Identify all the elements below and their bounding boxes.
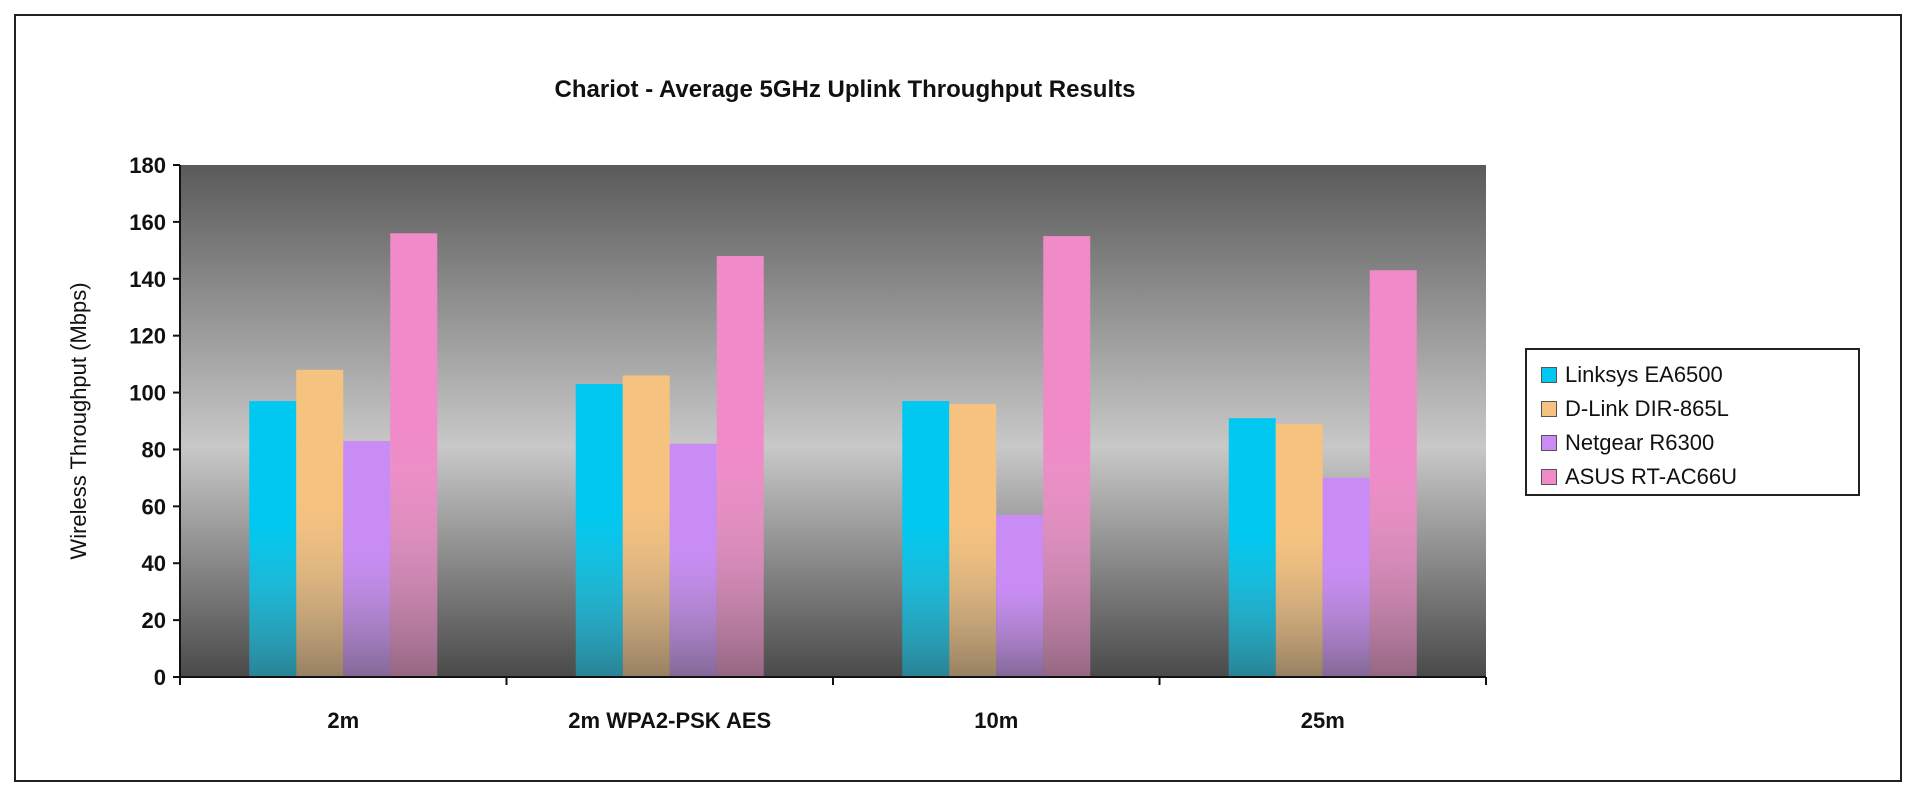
x-category-label: 2m WPA2-PSK AES — [568, 708, 771, 733]
y-tick-label: 120 — [129, 324, 166, 349]
y-tick-label: 0 — [154, 665, 166, 690]
y-tick-label: 160 — [129, 210, 166, 235]
legend-swatch — [1541, 435, 1557, 451]
y-tick-label: 40 — [142, 551, 166, 576]
bar-d-link-dir-865l-2m — [296, 369, 344, 677]
bar-d-link-dir-865l-25m — [1275, 423, 1323, 677]
legend-swatch — [1541, 401, 1557, 417]
bar-d-link-dir-865l-10m — [949, 403, 997, 677]
legend-label: Netgear R6300 — [1565, 430, 1715, 455]
y-tick-label: 80 — [142, 437, 166, 462]
legend-swatch — [1541, 367, 1557, 383]
y-tick-label: 100 — [129, 381, 166, 406]
legend-label: Linksys EA6500 — [1565, 362, 1723, 387]
legend-swatch — [1541, 469, 1557, 485]
legend-item: Netgear R6300 — [1541, 426, 1858, 460]
bar-linksys-ea6500-2m — [249, 401, 297, 677]
bar-asus-rt-ac66u-2m — [390, 233, 438, 677]
bar-netgear-r6300-10m — [996, 514, 1044, 677]
bar-d-link-dir-865l-2m-wpa2-psk-aes — [622, 375, 670, 677]
legend-item: ASUS RT-AC66U — [1541, 460, 1858, 494]
bar-linksys-ea6500-25m — [1228, 418, 1276, 677]
legend-item: Linksys EA6500 — [1541, 358, 1858, 392]
y-tick-label: 20 — [142, 608, 166, 633]
y-tick-label: 140 — [129, 267, 166, 292]
bar-linksys-ea6500-2m-wpa2-psk-aes — [575, 384, 623, 677]
bar-netgear-r6300-2m — [343, 440, 391, 677]
legend-label: ASUS RT-AC66U — [1565, 464, 1737, 489]
bar-asus-rt-ac66u-10m — [1043, 236, 1091, 677]
y-tick-label: 60 — [142, 494, 166, 519]
x-category-label: 10m — [974, 708, 1018, 733]
bar-netgear-r6300-25m — [1322, 477, 1370, 677]
x-category-label: 25m — [1301, 708, 1345, 733]
y-axis-label: Wireless Throughput (Mbps) — [66, 282, 91, 559]
chart-title: Chariot - Average 5GHz Uplink Throughput… — [554, 76, 1136, 103]
legend-label: D-Link DIR-865L — [1565, 396, 1729, 421]
bar-asus-rt-ac66u-2m-wpa2-psk-aes — [716, 256, 764, 677]
legend-item: D-Link DIR-865L — [1541, 392, 1858, 426]
legend: Linksys EA6500 D-Link DIR-865L Netgear R63… — [1525, 348, 1860, 496]
y-tick-label: 180 — [129, 153, 166, 178]
bar-netgear-r6300-2m-wpa2-psk-aes — [669, 443, 717, 677]
x-category-label: 2m — [327, 708, 359, 733]
bar-asus-rt-ac66u-25m — [1369, 270, 1417, 677]
bar-linksys-ea6500-10m — [902, 401, 950, 677]
